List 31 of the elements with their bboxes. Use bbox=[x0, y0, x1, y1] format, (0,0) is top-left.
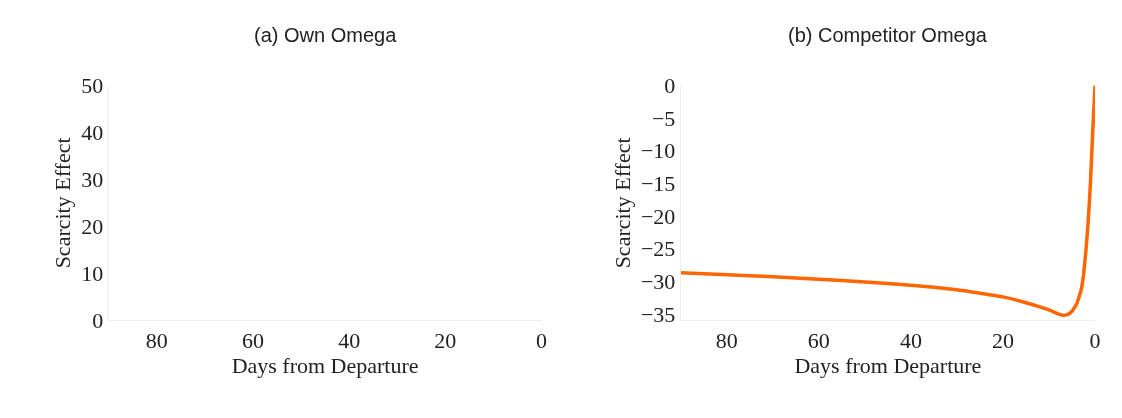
x-tick-label: 20 bbox=[991, 327, 1014, 353]
x-axis-title: Days from Departure bbox=[794, 352, 982, 378]
y-tick-label: 30 bbox=[81, 167, 104, 193]
line-series bbox=[680, 85, 1096, 317]
y-tick-label: 40 bbox=[81, 120, 104, 146]
x-tick-label: 80 bbox=[715, 327, 738, 353]
x-tick-label: 0 bbox=[1089, 327, 1101, 353]
y-tick-label: −35 bbox=[640, 301, 676, 327]
chart-title: (b) Competitor Omega bbox=[788, 24, 988, 46]
x-tick-label: 20 bbox=[434, 327, 457, 353]
y-tick-label: 10 bbox=[81, 261, 104, 287]
y-axis-title: Scarcity Effect bbox=[50, 137, 76, 269]
y-axis-title: Scarcity Effect bbox=[609, 137, 635, 269]
y-tick-label: 0 bbox=[664, 73, 676, 99]
y-tick-label: 0 bbox=[92, 308, 104, 334]
y-tick-label: −25 bbox=[640, 236, 676, 262]
x-tick-label: 40 bbox=[338, 327, 361, 353]
y-tick-label: −30 bbox=[640, 268, 676, 294]
x-tick-label: 80 bbox=[145, 327, 168, 353]
x-axis-title: Days from Departure bbox=[231, 352, 419, 378]
y-tick-label: −15 bbox=[640, 171, 676, 197]
y-tick-label: −5 bbox=[651, 105, 676, 131]
y-tick-label: 50 bbox=[81, 73, 104, 99]
y-tick-label: 20 bbox=[81, 214, 104, 240]
chart-title: (a) Own Omega bbox=[254, 24, 398, 46]
x-tick-label: 60 bbox=[807, 327, 830, 353]
x-tick-label: 60 bbox=[241, 327, 264, 353]
x-tick-label: 0 bbox=[536, 327, 548, 353]
x-tick-label: 40 bbox=[899, 327, 922, 353]
y-tick-label: −20 bbox=[640, 203, 676, 229]
y-tick-label: −10 bbox=[640, 138, 676, 164]
